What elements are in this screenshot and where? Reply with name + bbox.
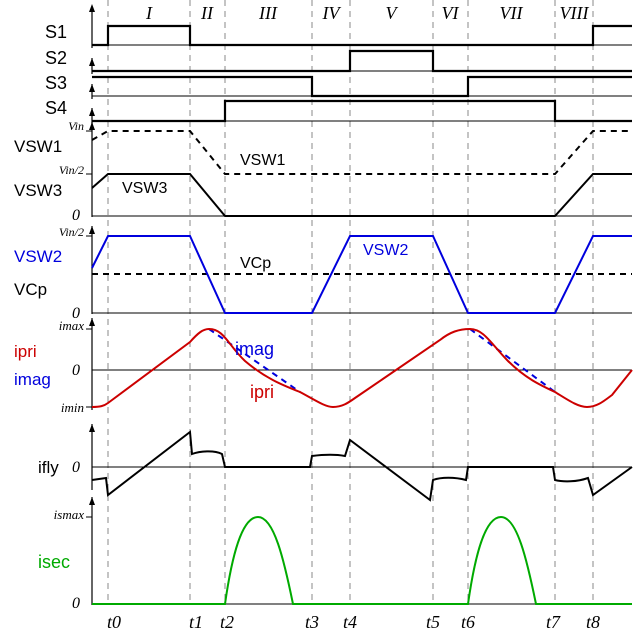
interval-label: VI bbox=[442, 3, 460, 23]
tick-zero-5: 0 bbox=[72, 595, 80, 612]
label-vsw3: VSW3 bbox=[14, 181, 62, 200]
tick-zero: 0 bbox=[72, 207, 80, 224]
tick-imin: imin bbox=[61, 400, 84, 415]
time-label: t5 bbox=[426, 612, 440, 632]
gate-panel bbox=[89, 4, 632, 124]
time-label: t3 bbox=[305, 612, 319, 632]
s4-waveform bbox=[92, 99, 632, 123]
time-label: t7 bbox=[546, 612, 561, 632]
gate-label-s2: S2 bbox=[45, 48, 67, 68]
time-grid bbox=[107, 0, 594, 605]
label-imag: imag bbox=[14, 370, 51, 389]
time-label: t8 bbox=[586, 612, 600, 632]
time-label: t6 bbox=[461, 612, 475, 632]
curve-label-vsw2: VSW2 bbox=[363, 242, 408, 259]
curve-label-vcp: VCp bbox=[240, 255, 271, 272]
sec-panel: ismax 0 isec bbox=[38, 497, 632, 612]
s2-waveform bbox=[92, 49, 632, 73]
tick-zero-4: 0 bbox=[72, 459, 80, 476]
tick-imax: imax bbox=[59, 318, 85, 333]
current-panel: imax 0 imin ipri imag imag ipri bbox=[14, 318, 633, 415]
tick-vin-half-2: Vin/2 bbox=[59, 225, 84, 239]
tick-zero-2: 0 bbox=[72, 305, 80, 322]
label-isec: isec bbox=[38, 552, 70, 572]
interval-label: VII bbox=[500, 3, 524, 23]
label-vcp: VCp bbox=[14, 280, 47, 299]
interval-label: II bbox=[200, 3, 214, 23]
curve-label-vsw1: VSW1 bbox=[240, 152, 285, 169]
label-ifly: ifly bbox=[38, 458, 59, 477]
interval-label: V bbox=[386, 3, 399, 23]
label-vsw2: VSW2 bbox=[14, 247, 62, 266]
vsw2-panel: Vin/2 0 VSW2 VCp VCp VSW2 bbox=[14, 225, 632, 322]
tick-ismax: ismax bbox=[54, 507, 85, 522]
gate-label-s3: S3 bbox=[45, 73, 67, 93]
label-vsw1: VSW1 bbox=[14, 137, 62, 156]
time-label: t4 bbox=[343, 612, 357, 632]
imag-waveform bbox=[208, 328, 301, 393]
curve-label-imag: imag bbox=[235, 339, 274, 359]
time-label: t2 bbox=[220, 612, 234, 632]
interval-label: VIII bbox=[560, 3, 590, 23]
fly-panel: 0 ifly bbox=[38, 424, 633, 502]
curve-label-ipri: ipri bbox=[250, 382, 274, 402]
vsw3-waveform bbox=[91, 173, 632, 217]
voltage-panel: Vin Vin/2 0 VSW1 VSW3 VSW1 VSW3 bbox=[14, 119, 632, 224]
ipri-waveform bbox=[91, 327, 633, 409]
imag-waveform-2 bbox=[469, 328, 556, 393]
interval-label: III bbox=[258, 3, 278, 23]
s3-waveform bbox=[92, 75, 632, 98]
tick-zero-3: 0 bbox=[72, 362, 80, 379]
interval-label: IV bbox=[322, 3, 342, 23]
vsw1-waveform bbox=[91, 130, 632, 175]
curve-label-vsw3: VSW3 bbox=[122, 180, 167, 197]
gate-label-s4: S4 bbox=[45, 98, 67, 118]
s1-waveform bbox=[92, 24, 632, 47]
time-label: t0 bbox=[107, 612, 121, 632]
label-ipri: ipri bbox=[14, 342, 37, 361]
tick-vin: Vin bbox=[68, 119, 84, 133]
gate-label-s1: S1 bbox=[45, 22, 67, 42]
isec-waveform bbox=[92, 515, 632, 605]
tick-vin-half: Vin/2 bbox=[59, 163, 84, 177]
interval-label: I bbox=[145, 3, 153, 23]
ifly-waveform bbox=[91, 430, 633, 502]
time-label: t1 bbox=[189, 612, 203, 632]
vsw2-waveform bbox=[91, 235, 632, 314]
